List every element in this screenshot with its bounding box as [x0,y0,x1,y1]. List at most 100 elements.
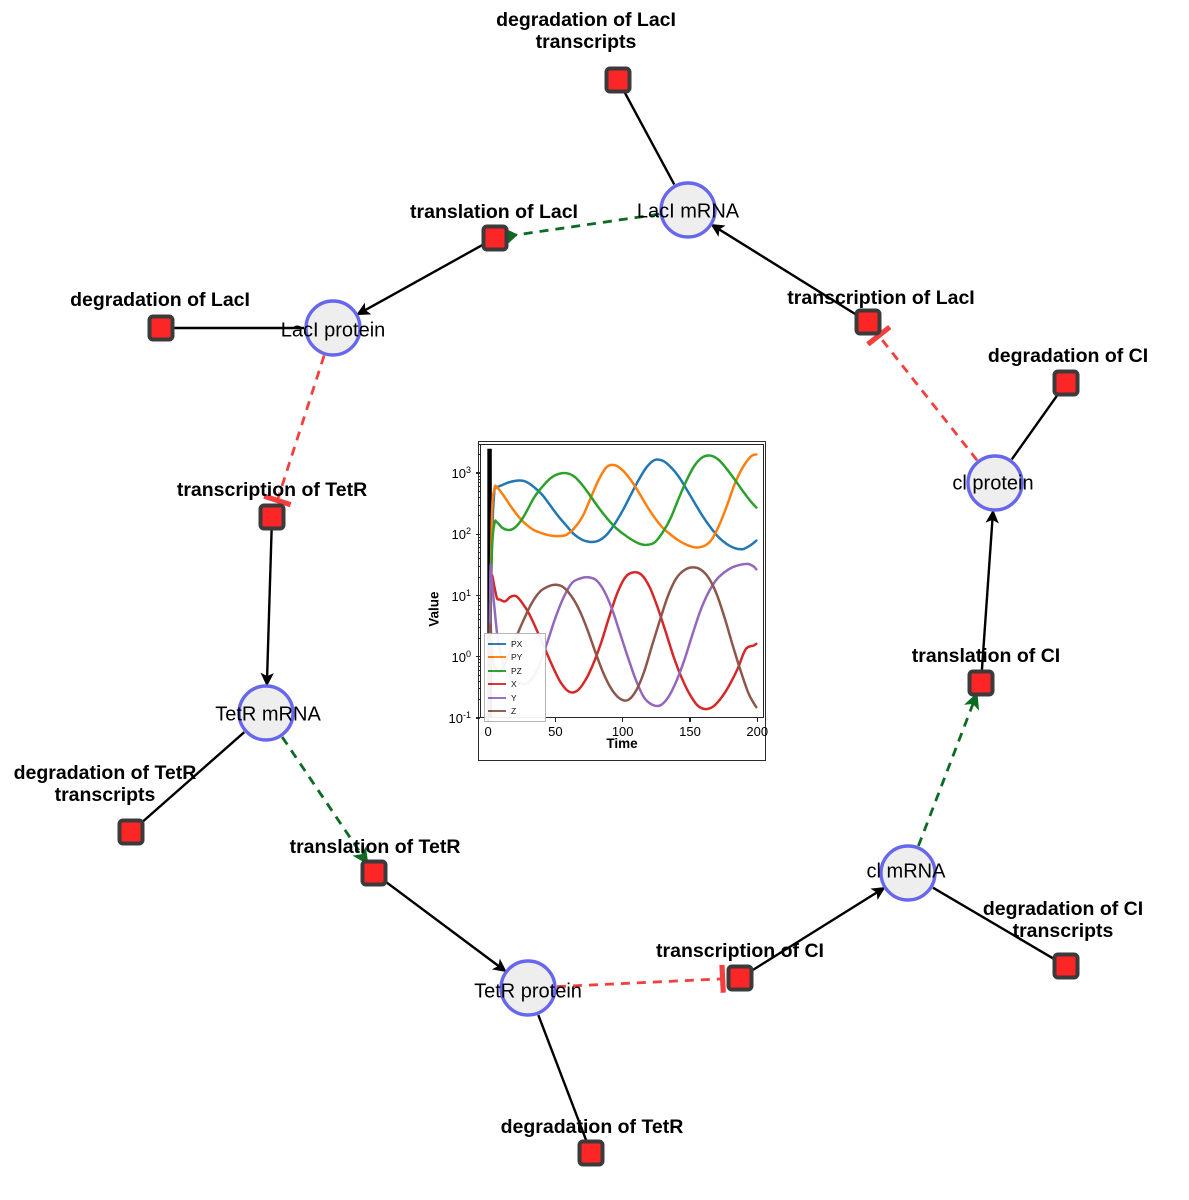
x-tick-mark [756,718,758,722]
reaction-label-tx_cl: transcription of CI [656,940,824,963]
legend-item-Z: Z [488,705,543,719]
y-minor-tick [477,475,480,477]
y-minor-tick [477,619,480,621]
legend-swatch [488,642,506,645]
legend-swatch [488,696,506,699]
legend-label: Y [511,692,517,703]
y-tick-label: 100 [451,648,471,665]
species-node-laci_prot[interactable] [304,299,362,357]
y-tick-mark [476,472,480,474]
reaction-node-tx_laci[interactable] [854,308,882,336]
series-line-PZ [487,454,758,714]
reaction-label-deg_laci: degradation of LacI [70,289,250,312]
y-minor-tick [477,486,480,488]
reaction-node-deg_laci[interactable] [147,314,175,342]
legend-item-PZ: PZ [488,664,543,678]
edge-trans_cl-to-cl_prot [980,509,999,671]
reaction-node-deg_laci_tx[interactable] [604,66,632,94]
reaction-label-deg_cl_tx: degradation of CI transcripts [982,898,1144,942]
y-minor-tick [477,674,480,676]
y-minor-tick [477,604,480,606]
reaction-node-deg_cl_tx[interactable] [1052,952,1080,980]
y-minor-tick [477,497,480,499]
edge-tetr_prot-to-deg_tetr [537,1014,588,1142]
reaction-label-tx_tetr: transcription of TetR [176,479,368,502]
legend-item-Y: Y [488,691,543,705]
reaction-node-deg_cl[interactable] [1052,369,1080,397]
legend-swatch [488,710,506,713]
y-minor-tick [477,515,480,517]
y-minor-tick [477,491,480,493]
y-minor-tick [477,478,480,480]
species-node-tetr_prot[interactable] [499,959,557,1017]
x-tick-label: 100 [611,724,634,739]
y-minor-tick [477,699,480,701]
species-label-cl_prot: cl protein [952,472,1034,495]
reaction-node-deg_tetr[interactable] [577,1139,605,1167]
species-node-cl_mrna[interactable] [879,844,937,902]
x-tick-mark [621,718,624,722]
reaction-label-tx_laci: transcription of LacI [787,287,975,310]
edge-cl_mrna-to-deg_cl_tx [932,886,1056,961]
species-label-laci_mrna: LacI mRNA [636,200,740,223]
edge-trans_laci-to-laci_prot [356,243,485,316]
reaction-label-deg_cl: degradation of CI [987,345,1149,368]
series-line-X [487,571,758,712]
y-tick-label: 10-1 [448,709,471,727]
x-tick-label: 0 [484,724,492,739]
y-minor-tick [477,504,480,506]
legend-swatch [488,683,506,686]
species-label-tetr_mrna: TetR mRNA [215,703,321,726]
reaction-label-trans_tetr: translation of TetR [289,836,461,859]
y-tick-label: 102 [451,526,471,543]
legend-swatch [488,656,506,659]
y-tick-mark [476,533,480,536]
y-minor-tick [477,543,480,545]
species-node-tetr_mrna[interactable] [237,684,295,742]
legend-label: PY [511,652,523,663]
chart-legend: PX PY PZ X Y Z [484,633,546,722]
y-minor-tick [477,669,480,671]
x-axis-label: Time [606,736,638,751]
y-minor-tick [477,443,480,445]
y-minor-tick [477,662,480,664]
y-minor-tick [477,613,480,615]
reaction-label-trans_cl: translation of CI [911,645,1061,668]
series-line-PY [487,453,758,708]
x-tick-label: 50 [548,724,563,739]
legend-item-PY: PY [488,651,543,665]
species-node-laci_mrna[interactable] [659,181,717,239]
y-minor-tick [477,597,480,599]
species-label-cl_mrna: cl mRNA [866,860,946,883]
legend-label: PZ [511,665,522,676]
y-minor-tick [477,536,480,538]
edge-cl_prot-to-tx_laci [866,324,979,462]
y-minor-tick [477,558,480,560]
species-node-cl_prot[interactable] [966,454,1024,512]
legend-label: PX [511,638,523,649]
reaction-node-deg_tetr_tx[interactable] [117,818,145,846]
series-line-PX [487,458,758,708]
y-tick-mark [476,717,480,719]
edge-trans_tetr-to-tetr_prot [383,879,507,973]
y-minor-tick [477,627,480,629]
y-minor-tick [477,601,480,603]
reaction-node-tx_cl[interactable] [726,964,754,992]
legend-label: Z [511,706,517,717]
y-tick-mark [476,656,480,658]
legend-label: X [511,679,517,690]
reaction-node-trans_tetr[interactable] [360,859,388,887]
edge-cl_prot-to-deg_cl [1010,392,1060,461]
edge-tx_laci-to-laci_mrna [710,224,858,317]
edge-tx_tetr-to-tetr_mrna [260,529,274,687]
y-tick-label: 101 [451,587,471,604]
reaction-node-tx_tetr[interactable] [258,503,286,531]
reaction-node-trans_laci[interactable] [481,224,509,252]
x-tick-label: 200 [746,724,769,739]
reaction-node-trans_cl[interactable] [967,669,995,697]
y-minor-tick [477,565,480,567]
edge-laci_prot-to-tx_tetr [263,355,326,508]
legend-item-X: X [488,678,543,692]
edge-tx_cl-to-cl_mrna [750,887,886,973]
